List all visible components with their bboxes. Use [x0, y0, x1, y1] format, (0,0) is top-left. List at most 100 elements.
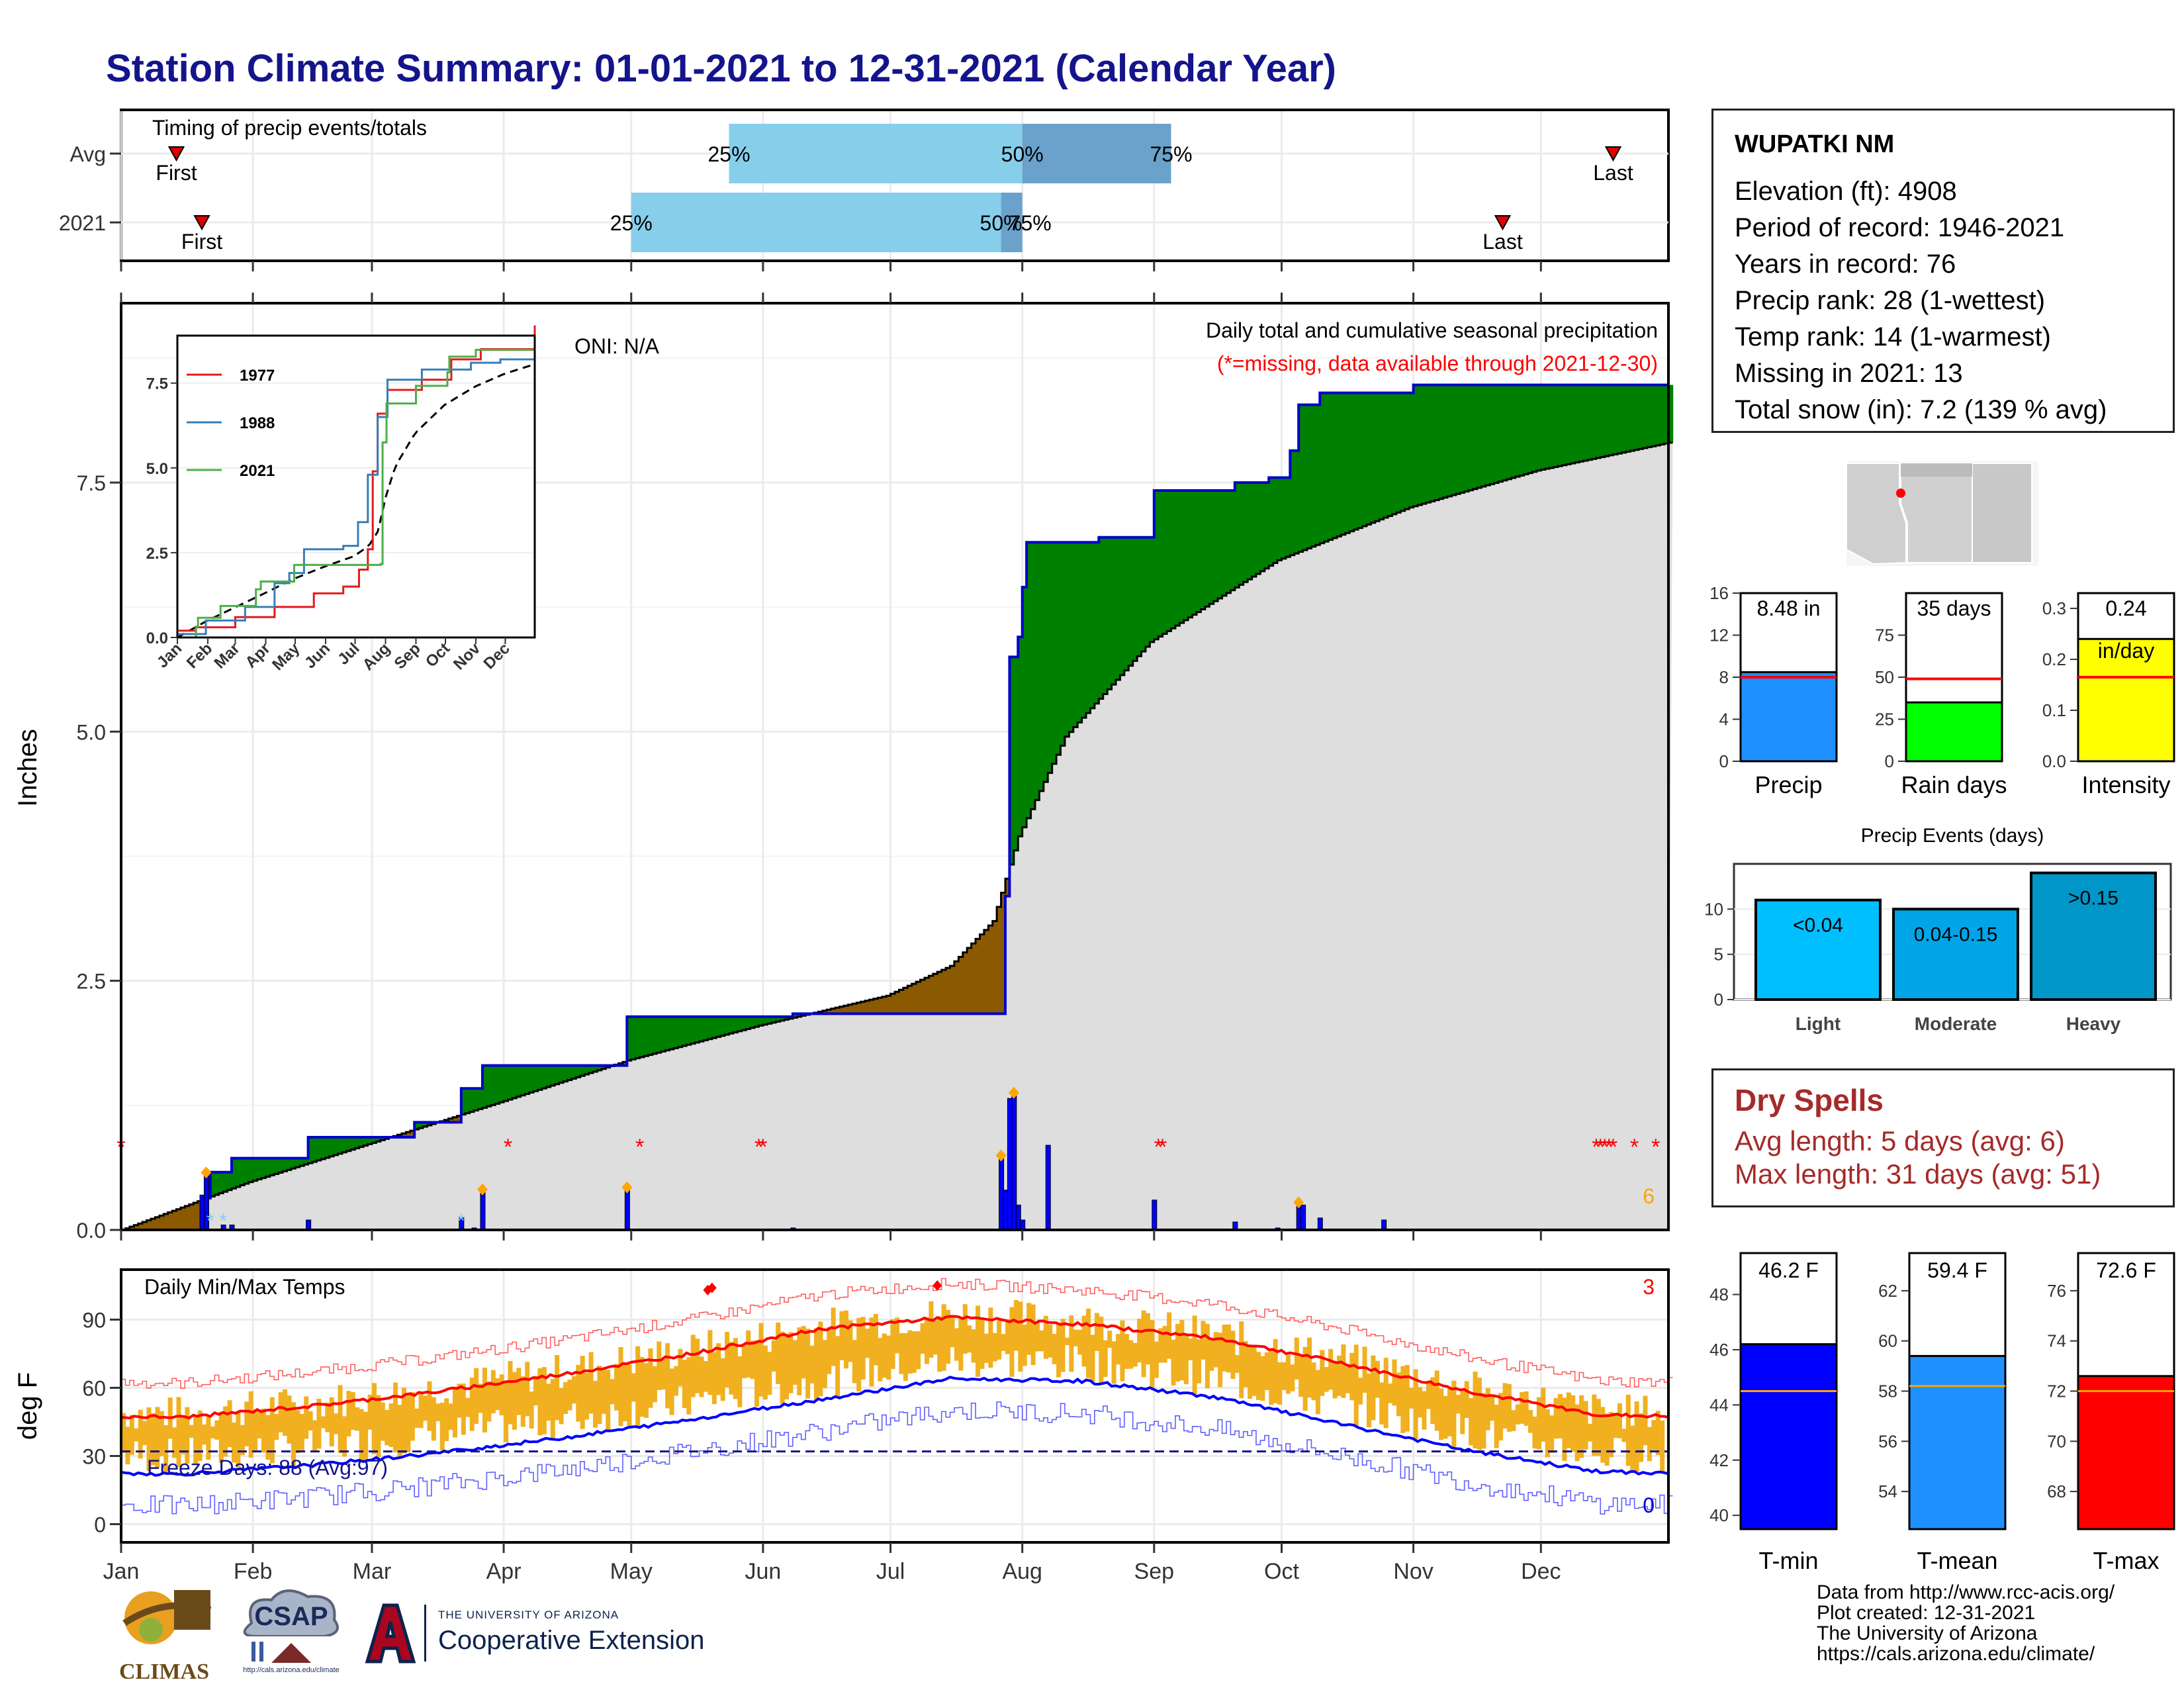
- temp-daily-bar: [1005, 1319, 1011, 1354]
- temp-daily-bar: [924, 1317, 929, 1364]
- temp-daily-bar: [576, 1364, 581, 1422]
- missing-marker: *: [1609, 1135, 1617, 1160]
- precip-above-avg: [371, 1137, 377, 1143]
- inset-ytick-label: 0.0: [146, 630, 168, 647]
- temp-daily-bar: [1290, 1364, 1295, 1391]
- temp-daily-bar: [478, 1383, 483, 1413]
- temp-daily-bar: [1281, 1362, 1287, 1390]
- temp-daily-bar: [1128, 1340, 1134, 1369]
- precip-ytick-label: 5.0: [77, 720, 106, 744]
- precip-above-avg: [729, 1016, 734, 1034]
- temp-daily-bar: [865, 1329, 870, 1358]
- temp-daily-bar: [631, 1373, 636, 1402]
- temp-daily-bar: [559, 1387, 564, 1425]
- event-bar: [1754, 898, 1882, 1001]
- temp-daily-bar: [385, 1409, 390, 1446]
- temp-daily-bar: [1183, 1335, 1189, 1385]
- precip-daily-bar: [306, 1219, 312, 1231]
- temp-daily-bar: [197, 1410, 203, 1462]
- temp-daily-bar: [1090, 1335, 1095, 1382]
- precip-above-avg: [1549, 385, 1555, 468]
- temp-bar-tick-label: 40: [1709, 1505, 1729, 1525]
- precip-above-avg: [261, 1158, 267, 1178]
- precip-below-avg: [992, 921, 997, 1014]
- precip-above-avg: [295, 1158, 300, 1168]
- csap-logo: CSAP http://cals.arizona.edu/climate: [232, 1583, 351, 1683]
- temp-daily-bar: [329, 1397, 334, 1447]
- precip-above-avg: [1609, 385, 1614, 455]
- temp-daily-bar: [1264, 1352, 1269, 1390]
- temp-daily-bar: [121, 1413, 126, 1453]
- precip-above-avg: [495, 1065, 500, 1104]
- temp-daily-bar: [669, 1368, 674, 1415]
- temp-summary-bar: [1908, 1354, 2007, 1530]
- snow-marker: *: [219, 1210, 227, 1232]
- temp-daily-bar: [1562, 1397, 1567, 1461]
- precip-below-avg: [448, 1118, 453, 1123]
- temp-daily-bar: [1171, 1339, 1176, 1385]
- precip-above-avg: [1175, 491, 1181, 626]
- precip-above-avg: [1302, 404, 1308, 550]
- temp-daily-bar: [1009, 1307, 1015, 1377]
- precip-below-avg: [976, 939, 981, 1014]
- precip-ytick-label: 0.0: [77, 1219, 106, 1243]
- temp-daily-bar: [1566, 1392, 1571, 1448]
- precip-above-avg: [350, 1137, 356, 1150]
- missing-marker: *: [1592, 1135, 1600, 1160]
- temp-daily-bar: [1400, 1366, 1406, 1433]
- temp-daily-bar: [1099, 1317, 1104, 1383]
- temp-daily-bar: [320, 1416, 326, 1429]
- precip-below-avg: [920, 980, 925, 1014]
- missing-marker: *: [635, 1135, 644, 1160]
- precip-event-marker: [1008, 1086, 1019, 1099]
- temp-daily-bar: [508, 1360, 513, 1425]
- timing-title: Timing of precip events/totals: [152, 116, 427, 140]
- precip-below-avg: [852, 1004, 857, 1014]
- temp-daily-bar: [873, 1313, 878, 1366]
- summary-bar-rain_days: [1905, 701, 2003, 763]
- summary-bar-value: 35 days: [1917, 596, 1991, 620]
- temp-daily-bar: [1549, 1415, 1555, 1453]
- temp-daily-bar: [541, 1367, 547, 1434]
- temp-daily-bar: [1621, 1429, 1627, 1442]
- map-state: [1901, 463, 1972, 477]
- temp-daily-bar: [150, 1413, 156, 1466]
- temp-ylabel: deg F: [13, 1372, 42, 1440]
- temp-daily-bar: [716, 1343, 721, 1395]
- precip-event-marker: [201, 1166, 212, 1179]
- timing-marker: [167, 146, 185, 162]
- dry-spells-box: Dry Spells Avg length: 5 days (avg: 6) M…: [1711, 1068, 2175, 1207]
- temp-daily-bar: [1277, 1362, 1283, 1405]
- timing-pct-label: 50%: [1001, 142, 1044, 166]
- temp-daily-bar: [414, 1408, 420, 1429]
- temp-daily-bar: [431, 1397, 436, 1441]
- temp-daily-bar: [342, 1416, 347, 1457]
- climas-logo: CLIMAS: [111, 1583, 217, 1684]
- precip-above-avg: [1604, 385, 1610, 457]
- summary-bar-tick-label: 75: [1875, 626, 1894, 645]
- temp-daily-bar: [435, 1403, 441, 1421]
- temp-summary-bar: [1739, 1343, 1838, 1530]
- precip-above-avg: [797, 1013, 802, 1017]
- precip-above-avg: [737, 1016, 743, 1031]
- temp-daily-bar: [946, 1309, 951, 1364]
- temp-daily-bar: [1124, 1334, 1129, 1369]
- temp-daily-bar: [711, 1352, 717, 1405]
- summary-bar-tick-label: 0.1: [2042, 700, 2066, 720]
- precip-above-avg: [1494, 385, 1499, 483]
- precip-above-avg: [1625, 385, 1631, 452]
- event-bar-label: Light: [1796, 1013, 1841, 1034]
- precip-below-avg: [410, 1131, 415, 1137]
- temp-daily-bar: [1154, 1341, 1159, 1378]
- precip-above-avg: [1388, 393, 1393, 516]
- timing-bar-25-50: [729, 124, 1023, 183]
- precip-below-avg: [873, 998, 879, 1014]
- temp-daily-bar: [1026, 1303, 1032, 1355]
- temp-daily-bar: [1137, 1319, 1142, 1363]
- temp-daily-bar: [1243, 1341, 1248, 1387]
- precip-event-marker: [621, 1181, 633, 1194]
- temp-daily-bar: [1511, 1410, 1516, 1431]
- precip-above-avg: [214, 1172, 220, 1196]
- precip-above-avg: [741, 1016, 747, 1031]
- event-bar-range: <0.04: [1793, 915, 1843, 937]
